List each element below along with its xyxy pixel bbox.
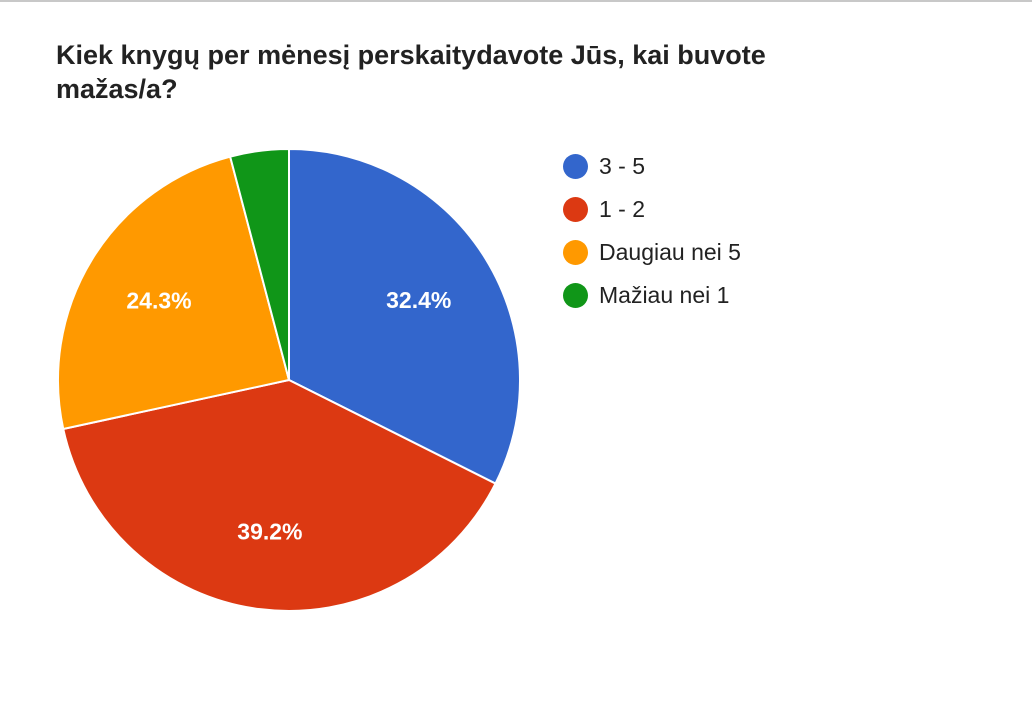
slice-daugiau-nei-5[interactable] (57, 155, 291, 431)
legend-item-1-2[interactable]: 1 - 2 (563, 188, 741, 231)
slice-data-label: 32.4% (386, 287, 451, 313)
slice-1-2[interactable] (62, 378, 497, 612)
chart-title: Kiek knygų per mėnesį perskaitydavote Jū… (56, 40, 766, 104)
slice-data-label: 24.3% (126, 287, 191, 313)
legend-label: Daugiau nei 5 (599, 239, 741, 265)
legend-swatch-green (563, 283, 588, 308)
legend-swatch-blue (563, 154, 588, 179)
legend-swatch-orange (563, 240, 588, 265)
slice-data-label: 39.2% (237, 518, 302, 544)
legend: 3 - 5 1 - 2 Daugiau nei 5 Mažiau nei 1 (563, 145, 741, 317)
legend-label: 3 - 5 (599, 153, 646, 179)
legend-label: 1 - 2 (599, 196, 646, 222)
top-border (0, 0, 1032, 2)
legend-item-maziau-nei-1[interactable]: Mažiau nei 1 (563, 274, 741, 317)
slice-3-5[interactable] (288, 147, 521, 485)
legend-label: Mažiau nei 1 (599, 282, 730, 308)
legend-item-daugiau-nei-5[interactable]: Daugiau nei 5 (563, 231, 741, 274)
slice-maziau-nei-1[interactable] (228, 147, 290, 381)
legend-item-3-5[interactable]: 3 - 5 (563, 145, 741, 188)
legend-swatch-red (563, 197, 588, 222)
